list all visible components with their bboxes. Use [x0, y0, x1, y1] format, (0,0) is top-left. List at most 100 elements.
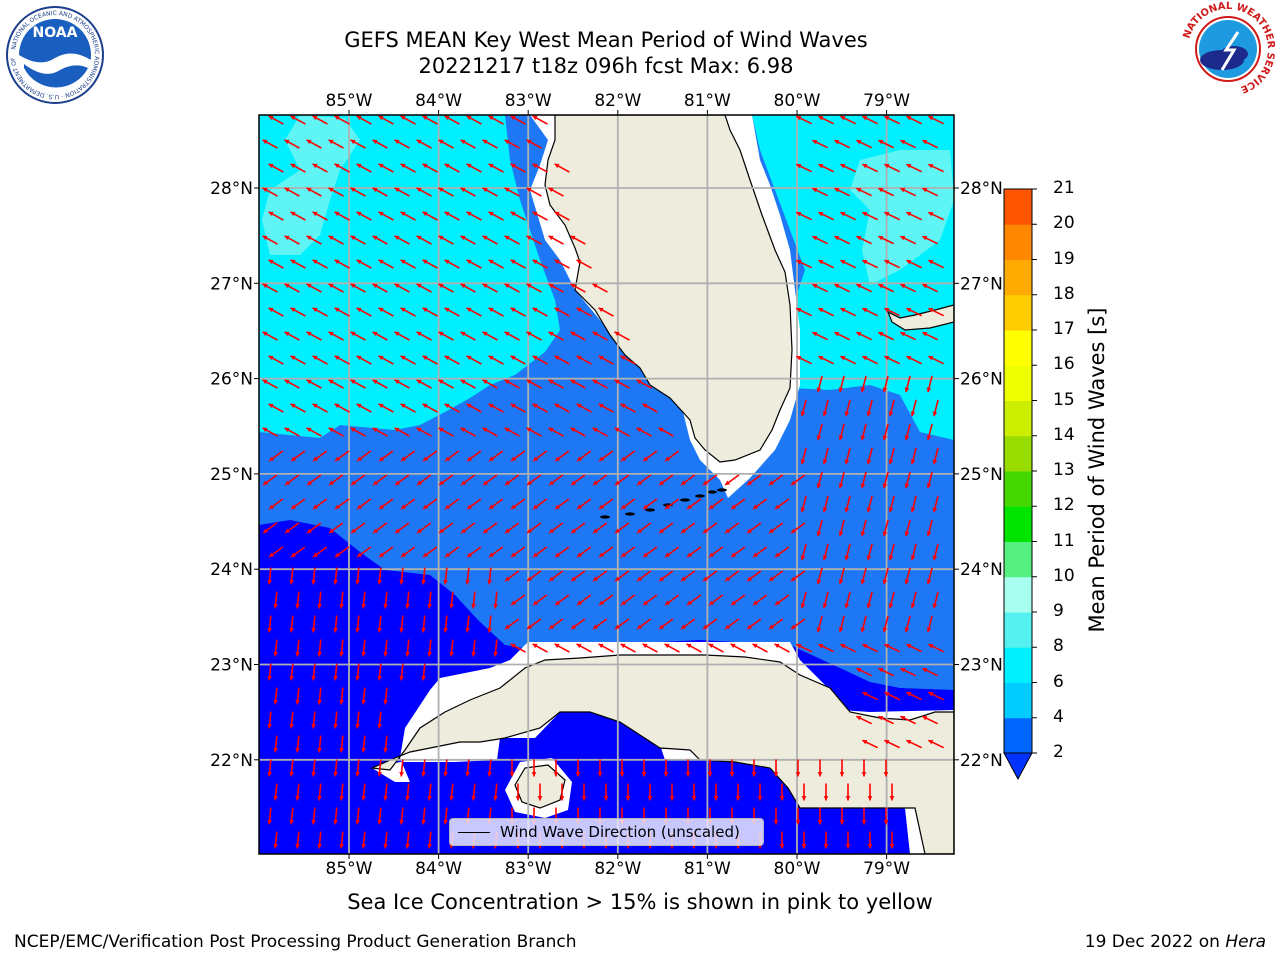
lon-label: 80°W [774, 859, 821, 879]
wave-direction-arrow [262, 522, 278, 534]
key-island [645, 508, 655, 512]
wave-direction-arrow [526, 570, 542, 582]
wave-direction-arrow [372, 139, 388, 149]
wave-direction-arrow [273, 591, 278, 609]
wave-direction-arrow [289, 663, 294, 681]
wave-direction-arrow [822, 591, 829, 609]
lat-label: 25°N [960, 465, 1003, 485]
lon-labels-bottom: 85°W 84°W 83°W 82°W 81°W 80°W 79°W [326, 859, 911, 879]
wave-direction-arrow [438, 139, 454, 149]
wave-direction-arrow [548, 474, 564, 486]
wave-direction-arrow [570, 283, 586, 293]
wave-direction-arrow [427, 639, 432, 657]
wave-direction-arrow [889, 831, 895, 849]
wave-direction-arrow [816, 567, 823, 585]
wave-direction-arrow [361, 639, 366, 657]
wave-direction-arrow [399, 663, 404, 681]
wave-direction-arrow [400, 498, 416, 510]
wave-direction-arrow [350, 139, 366, 149]
wave-direction-arrow [493, 591, 498, 609]
wave-direction-arrow [262, 427, 278, 437]
wave-direction-arrow [532, 307, 548, 317]
wave-direction-arrow [686, 498, 702, 510]
wave-direction-arrow [795, 163, 813, 173]
lat-label: 22°N [960, 751, 1003, 771]
wave-direction-arrow [262, 283, 278, 293]
wave-direction-arrow [816, 615, 823, 633]
wave-direction-arrow [746, 474, 762, 486]
wave-direction-arrow [383, 687, 388, 705]
key-island [695, 494, 705, 498]
wave-direction-arrow [339, 783, 344, 801]
wave-direction-arrow [882, 471, 889, 489]
wave-direction-arrow [576, 450, 592, 462]
wave-direction-arrow [510, 307, 526, 317]
wave-direction-arrow [443, 807, 448, 825]
wave-direction-arrow [927, 355, 945, 365]
wave-direction-arrow [267, 567, 272, 585]
wave-direction-arrow [904, 375, 911, 393]
wave-direction-arrow [861, 163, 879, 173]
wave-direction-arrow [817, 759, 823, 777]
wave-direction-arrow [471, 783, 476, 801]
wave-direction-arrow [306, 187, 322, 197]
wave-direction-arrow [904, 471, 911, 489]
wave-direction-arrow [317, 735, 322, 753]
wave-direction-arrow [921, 667, 939, 677]
lon-label: 79°W [863, 91, 910, 111]
wave-direction-arrow [284, 235, 300, 245]
wave-direction-arrow [460, 427, 476, 437]
wave-direction-arrow [867, 783, 873, 801]
wave-direction-arrow [306, 283, 322, 293]
wave-direction-arrow [592, 283, 608, 293]
wave-direction-arrow [614, 618, 630, 630]
footer-date: 19 Dec 2022 on Hera [1085, 932, 1266, 952]
wave-direction-arrow [554, 259, 570, 269]
wave-direction-arrow [488, 115, 504, 125]
wave-direction-arrow [636, 618, 652, 630]
wave-direction-arrow [312, 403, 328, 413]
wave-direction-arrow [312, 163, 328, 173]
wave-direction-arrow [444, 403, 460, 413]
wave-direction-arrow [394, 331, 410, 341]
wave-direction-arrow [262, 379, 278, 389]
wave-direction-arrow [554, 450, 570, 462]
wave-direction-arrow [449, 591, 454, 609]
wave-direction-arrow [328, 139, 344, 149]
noaa-logo-text: NOAA [33, 25, 78, 41]
wave-direction-arrow [273, 639, 278, 657]
wave-direction-arrow [790, 474, 806, 486]
wave-direction-arrow [460, 379, 476, 389]
wave-direction-arrow [570, 427, 586, 437]
colorbar-tick-label: 19 [1053, 248, 1075, 269]
wave-direction-arrow [642, 594, 658, 606]
wave-direction-arrow [768, 522, 784, 534]
wave-direction-arrow [614, 570, 630, 582]
wave-direction-arrow [482, 235, 498, 245]
wave-direction-arrow [504, 379, 520, 389]
lat-label: 23°N [210, 656, 253, 676]
wave-direction-arrow [350, 235, 366, 245]
wave-direction-arrow [838, 519, 845, 537]
wave-direction-arrow [592, 570, 608, 582]
wave-direction-arrow [883, 691, 901, 701]
wind-wave-direction-arrows [262, 115, 945, 849]
wave-direction-arrow [466, 498, 482, 510]
colorbar-level [1004, 259, 1032, 296]
wave-direction-arrow [438, 187, 454, 197]
wave-direction-arrow [361, 831, 366, 849]
lon-label: 82°W [594, 91, 641, 111]
wave-direction-arrow [592, 427, 608, 437]
footer-date-text: 19 Dec 2022 on [1084, 932, 1220, 952]
wave-direction-arrow [932, 495, 939, 513]
wave-direction-arrow [554, 211, 570, 221]
wave-direction-arrow [394, 427, 410, 437]
wave-direction-arrow [438, 522, 454, 534]
wave-direction-arrow [526, 187, 542, 197]
wave-direction-arrow [855, 283, 873, 293]
wave-direction-arrow [905, 307, 923, 317]
wave-direction-arrow [405, 639, 410, 657]
wave-direction-arrow [377, 615, 382, 633]
wave-direction-arrow [488, 450, 504, 462]
wave-direction-arrow [664, 643, 680, 653]
